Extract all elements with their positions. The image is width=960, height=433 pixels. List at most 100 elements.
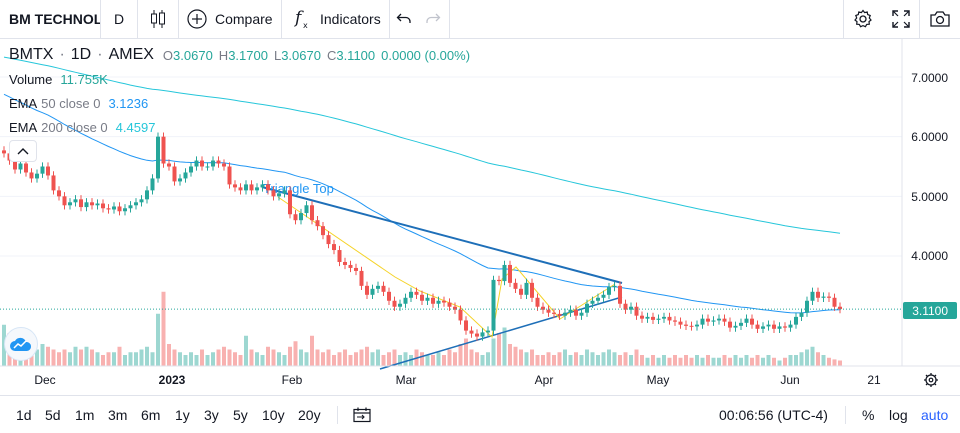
volume-bar xyxy=(403,352,408,366)
volume-bar xyxy=(799,352,804,366)
volume-bar xyxy=(392,349,397,366)
range-20y-button[interactable]: 20y xyxy=(298,407,321,423)
triangle-upper-trendline[interactable] xyxy=(261,186,623,284)
log-scale-button[interactable]: log xyxy=(889,407,908,423)
volume-bar xyxy=(667,357,672,366)
fullscreen-button[interactable] xyxy=(883,0,919,38)
candle xyxy=(585,299,589,317)
candle xyxy=(667,312,672,325)
price-tick: 7.0000 xyxy=(911,71,948,85)
indicators-button[interactable]: f x Indicators xyxy=(282,0,389,38)
ema50-legend-params: 50 close 0 xyxy=(41,95,101,111)
snapshot-button[interactable] xyxy=(920,0,960,38)
symbol-legend[interactable]: BMTX · 1D · AMEX O3.0670 H3.1700 L3.0670 C3… xyxy=(9,43,476,67)
candle xyxy=(255,183,259,195)
volume-bar xyxy=(343,349,347,366)
symbol-search-input[interactable]: BM TECHNOLOGIES xyxy=(9,11,100,27)
indicators-label: Indicators xyxy=(320,11,381,27)
candle xyxy=(150,174,155,195)
tradingview-logo[interactable] xyxy=(4,327,38,361)
candle xyxy=(502,260,507,286)
candles xyxy=(2,132,842,341)
gear-icon xyxy=(925,374,937,386)
candle xyxy=(634,302,639,320)
candle xyxy=(447,298,452,311)
chart-style-button[interactable] xyxy=(138,0,178,38)
volume-bar xyxy=(249,349,254,366)
candle xyxy=(189,162,193,177)
function-icon: f x xyxy=(294,8,308,30)
volume-bar xyxy=(288,346,292,366)
volume-bar xyxy=(766,355,771,366)
candle xyxy=(552,308,556,319)
goto-date-button[interactable] xyxy=(353,396,371,433)
range-5y-button[interactable]: 5y xyxy=(233,407,248,423)
settings-button[interactable] xyxy=(844,0,882,38)
redo-button[interactable] xyxy=(418,0,448,38)
volume-legend-value: 11.755K xyxy=(60,71,108,87)
candle xyxy=(139,195,144,207)
candle xyxy=(469,326,474,338)
volume-bar xyxy=(211,352,215,366)
candle xyxy=(326,230,331,249)
range-3y-button[interactable]: 3y xyxy=(204,407,219,423)
volume-bar xyxy=(112,352,116,366)
candle xyxy=(612,281,617,292)
candle xyxy=(431,293,435,308)
candle xyxy=(695,320,699,331)
ema50-legend[interactable]: EMA 50 close 0 3.1236 xyxy=(9,91,476,115)
range-10y-button[interactable]: 10y xyxy=(262,407,285,423)
candle xyxy=(359,266,364,291)
legend-dot: · xyxy=(59,46,65,63)
volume-bar xyxy=(821,355,826,366)
range-5d-button[interactable]: 5d xyxy=(45,407,61,423)
volume-bar xyxy=(524,352,529,366)
axis-settings-button[interactable] xyxy=(924,373,938,387)
range-1d-button[interactable]: 1d xyxy=(16,407,32,423)
clock-timezone[interactable]: 00:06:56 (UTC-4) xyxy=(719,407,828,423)
time-tick: Dec xyxy=(34,373,55,387)
volume-bar xyxy=(178,352,182,366)
volume-bar xyxy=(640,355,644,366)
compare-button[interactable]: Compare xyxy=(179,0,281,38)
range-3m-button[interactable]: 3m xyxy=(108,407,128,423)
interval-button[interactable]: D xyxy=(113,11,125,27)
ema50-legend-value: 3.1236 xyxy=(108,95,149,111)
volume-bar xyxy=(200,349,204,366)
volume-bar xyxy=(167,344,171,366)
volume-bar xyxy=(62,349,67,366)
volume-bar xyxy=(805,349,809,366)
time-axis[interactable]: Dec 2023 Feb Mar Apr May Jun 21 xyxy=(0,365,960,387)
candle xyxy=(645,312,650,323)
undo-button[interactable] xyxy=(390,0,418,38)
volume-bar xyxy=(194,355,199,366)
drawings[interactable]: Triangle Top xyxy=(261,181,623,370)
price-axis[interactable]: 7.0000 6.0000 5.0000 4.0000 3.1100 xyxy=(901,39,957,366)
candle xyxy=(194,156,199,171)
range-6m-button[interactable]: 6m xyxy=(141,407,161,423)
auto-scale-button[interactable]: auto xyxy=(921,407,949,423)
ema200-legend[interactable]: EMA 200 close 0 4.4597 xyxy=(9,115,476,139)
pattern-zigzag-line[interactable] xyxy=(277,196,616,338)
price-tick: 6.0000 xyxy=(911,130,948,144)
range-1y-button[interactable]: 1y xyxy=(175,407,190,423)
toolbar-divider xyxy=(843,0,844,38)
candle xyxy=(35,169,39,183)
candle xyxy=(211,156,215,171)
candle xyxy=(799,308,804,322)
candle xyxy=(425,293,430,305)
candle xyxy=(827,292,831,302)
volume-bar xyxy=(436,352,441,366)
volume-bar xyxy=(370,352,375,366)
volume-bar xyxy=(84,346,89,366)
percent-scale-button[interactable]: % xyxy=(862,407,875,423)
candle xyxy=(750,314,754,329)
volume-legend[interactable]: Volume 11.755K xyxy=(9,67,476,91)
plus-circle-icon xyxy=(187,9,207,29)
range-1m-button[interactable]: 1m xyxy=(75,407,95,423)
candle xyxy=(491,275,496,335)
volume-bar xyxy=(629,355,633,366)
legend-collapse-button[interactable] xyxy=(9,140,37,162)
candle xyxy=(24,159,28,177)
candle xyxy=(172,162,177,186)
